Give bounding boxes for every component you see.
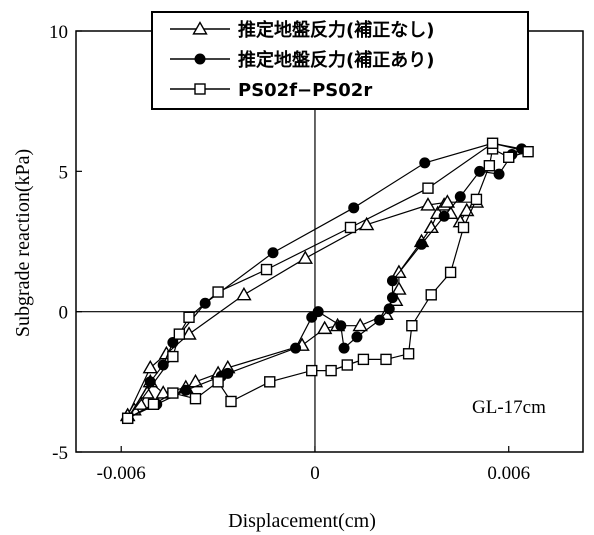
data-point-triangle — [297, 250, 313, 264]
data-point-square — [357, 353, 370, 366]
data-point-square — [483, 160, 496, 172]
y-tick-label: 10 — [49, 22, 68, 43]
data-point-square — [306, 364, 318, 377]
data-point-circle — [180, 384, 192, 396]
data-point-triangle — [316, 320, 333, 335]
data-point-circle — [194, 53, 206, 65]
legend-item-triangle: 推定地盤反力(補正なし) — [170, 19, 434, 41]
data-point-circle — [386, 275, 398, 287]
data-point-circle — [419, 157, 431, 169]
y-tick-label: -5 — [52, 443, 68, 464]
data-point-circle — [416, 238, 428, 250]
data-point-square — [212, 286, 224, 298]
x-axis-label: Displacement(cm) — [228, 510, 376, 532]
data-point-square — [264, 376, 276, 388]
annotation-label: GL-17cm — [472, 397, 546, 418]
y-tick-label: 0 — [59, 303, 69, 324]
legend-label: PS02f−PS02r — [238, 80, 372, 101]
series-square — [121, 137, 534, 425]
data-point-circle — [348, 202, 360, 214]
data-point-square — [444, 266, 457, 279]
series-triangle — [119, 194, 485, 422]
data-point-triangle — [420, 197, 436, 211]
data-point-triangle — [236, 286, 252, 301]
series-line-square — [127, 142, 531, 419]
data-point-circle — [474, 165, 486, 177]
series-circle — [122, 137, 528, 424]
data-point-square — [344, 221, 357, 234]
legend-item-square: PS02f−PS02r — [170, 80, 372, 101]
legend: 推定地盤反力(補正なし) 推定地盤反力(補正あり) PS02f−PS02r — [151, 11, 529, 110]
data-point-square — [402, 348, 415, 360]
data-point-triangle — [192, 21, 208, 35]
series-line-triangle — [127, 201, 479, 416]
data-point-circle — [338, 342, 350, 354]
data-point-square — [457, 221, 470, 234]
data-point-square — [380, 353, 392, 366]
x-tick-label: 0.006 — [487, 463, 530, 484]
data-point-circle — [167, 337, 179, 349]
data-point-triangle — [439, 194, 456, 208]
x-tick-label: -0.006 — [97, 463, 146, 484]
data-point-square — [341, 359, 353, 371]
data-point-square — [406, 320, 418, 332]
data-point-square — [189, 392, 202, 405]
data-point-circle — [438, 210, 450, 222]
data-point-triangle — [391, 281, 407, 295]
data-point-square — [422, 182, 434, 194]
data-point-circle — [454, 191, 466, 203]
data-point-square — [173, 328, 186, 340]
legend-item-circle: 推定地盤反力(補正あり) — [170, 49, 434, 71]
data-point-square — [425, 289, 437, 301]
legend-label: 推定地盤反力(補正あり) — [238, 49, 434, 71]
data-point-square — [167, 387, 179, 399]
data-point-circle — [267, 247, 279, 259]
data-point-square — [121, 412, 134, 425]
data-point-square — [194, 83, 206, 95]
data-point-circle — [351, 331, 363, 343]
data-point-square — [260, 263, 273, 276]
data-point-square — [167, 350, 179, 363]
legend-label: 推定地盤反力(補正なし) — [238, 19, 434, 41]
data-point-square — [522, 145, 534, 158]
data-point-circle — [290, 342, 302, 354]
data-point-circle — [312, 306, 324, 318]
data-point-square — [470, 193, 483, 206]
data-point-square — [147, 398, 160, 410]
y-tick-label: 5 — [59, 162, 69, 183]
data-point-square — [503, 151, 515, 164]
data-point-circle — [493, 168, 505, 180]
series-layer — [119, 137, 534, 425]
data-point-square — [225, 395, 237, 408]
x-tick-label: 0 — [310, 463, 320, 484]
data-point-circle — [383, 303, 395, 315]
data-point-triangle — [352, 317, 368, 332]
data-point-circle — [222, 367, 234, 379]
data-point-circle — [386, 292, 398, 304]
data-point-circle — [374, 314, 386, 326]
data-point-square — [212, 376, 224, 388]
data-point-square — [486, 137, 499, 149]
data-point-triangle — [155, 385, 171, 399]
data-point-square — [325, 364, 337, 377]
legend-box — [151, 11, 529, 110]
tick-layer: -5 0 5 10 -0.006 0 0.006 — [49, 22, 530, 484]
data-point-triangle — [391, 264, 407, 278]
data-point-triangle — [181, 326, 197, 340]
data-point-triangle — [142, 359, 158, 374]
data-point-circle — [335, 320, 347, 332]
data-point-square — [183, 311, 195, 323]
series-line-circle — [127, 142, 524, 419]
data-point-triangle — [358, 216, 375, 231]
y-axis-label: Subgrade reaction(kPa) — [12, 149, 34, 337]
